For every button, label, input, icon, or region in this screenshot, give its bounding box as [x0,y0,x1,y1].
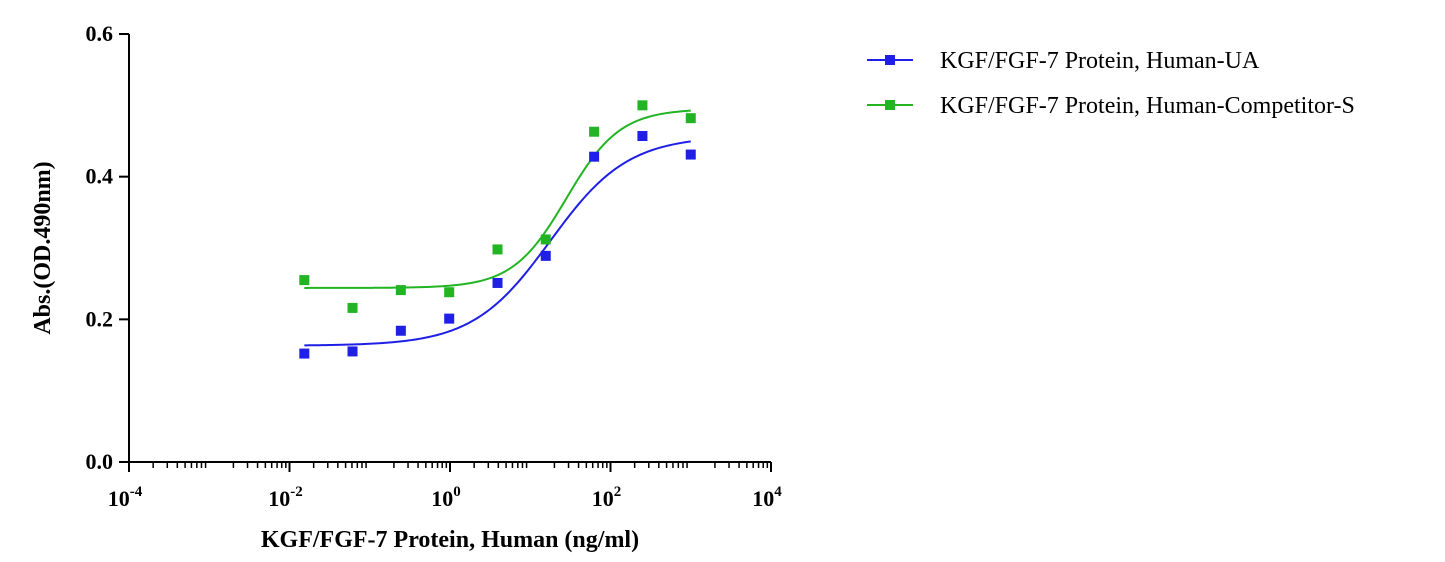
data-point [637,131,648,142]
axes [119,33,772,472]
y-tick-label: 0.2 [86,306,114,331]
data-point [685,113,696,124]
data-point [347,346,358,357]
data-point [589,151,600,162]
x-tick-label: 102 [592,484,622,511]
data-points [299,100,696,359]
data-point [444,287,455,298]
fit-curves [304,109,691,347]
x-tick-label: 10-2 [268,484,303,511]
data-point [540,250,551,261]
legend: KGF/FGF-7 Protein, Human-UA KGF/FGF-7 Pro… [867,48,1355,119]
legend-label: KGF/FGF-7 Protein, Human-Competitor-S [940,93,1355,119]
legend-label: KGF/FGF-7 Protein, Human-UA [940,48,1260,74]
y-tick-label: 0.4 [86,164,114,189]
data-point [347,302,358,313]
legend-marker [885,100,895,110]
data-point [395,325,406,336]
data-point [299,275,310,286]
fit-curve-2 [304,109,691,289]
legend-marker [885,55,895,65]
fit-curve-1 [304,140,691,347]
data-point [492,244,503,255]
x-axis-title: KGF/FGF-7 Protein, Human (ng/ml) [261,527,639,553]
y-tick-label: 0.0 [86,449,114,474]
y-axis-title: Abs.(OD.490nm) [30,161,56,334]
data-point [637,100,648,111]
x-tick-label: 100 [431,484,461,511]
data-point [492,277,503,288]
data-point [444,313,455,324]
data-point [395,285,406,296]
x-tick-label: 104 [752,484,782,511]
data-point [299,348,310,359]
y-tick-label: 0.6 [86,21,114,46]
data-point [540,234,551,245]
data-point [589,126,600,137]
x-tick-label: 10-4 [108,484,143,511]
data-point [685,149,696,160]
tick-labels: 0.0 0.2 0.4 0.6 10-4 10-2 100 102 104 [86,21,783,511]
